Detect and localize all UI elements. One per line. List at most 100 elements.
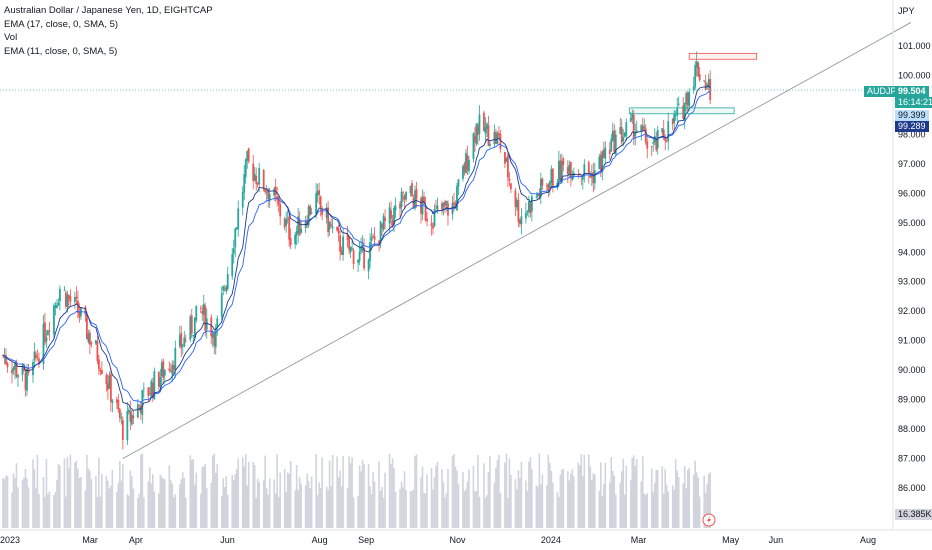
candle-body xyxy=(454,203,457,209)
volume-bar xyxy=(126,494,129,528)
volume-bar xyxy=(631,457,634,528)
y-tick-label: 90.000 xyxy=(898,365,926,375)
volume-bar xyxy=(673,489,676,528)
volume-bar xyxy=(66,457,69,528)
candle-body xyxy=(475,123,478,144)
volume-bar xyxy=(279,472,281,528)
volume-bar xyxy=(276,454,278,528)
candle-body xyxy=(508,178,511,181)
candle-body xyxy=(698,74,701,81)
volume-bar xyxy=(656,469,659,528)
candle-body xyxy=(673,114,676,123)
volume-bar xyxy=(573,476,575,528)
legend-title[interactable]: Australian Dollar / Japanese Yen, 1D, EI… xyxy=(4,5,213,16)
volume-bar xyxy=(478,496,481,528)
volume-bar xyxy=(382,497,385,528)
volume-bar xyxy=(189,455,192,528)
volume-bar xyxy=(65,496,67,528)
legend-ema17[interactable]: EMA (17, close, 0, SMA, 5) xyxy=(4,18,119,30)
candle-body xyxy=(474,135,476,142)
volume-bar xyxy=(635,458,638,528)
volume-bar xyxy=(528,461,530,528)
volume-bar xyxy=(531,469,533,528)
volume-bar xyxy=(128,495,130,528)
volume-bar xyxy=(234,474,237,528)
candle-body xyxy=(160,362,163,377)
candle-body xyxy=(286,218,289,220)
volume-bar xyxy=(325,486,328,528)
volume-bar xyxy=(372,471,374,528)
volume-bar xyxy=(5,475,7,528)
candle-body xyxy=(304,221,307,228)
volume-bar xyxy=(591,479,593,528)
candle-body xyxy=(151,382,154,397)
candle-body xyxy=(6,363,9,368)
candle-body xyxy=(581,175,584,180)
candle-body xyxy=(516,199,518,208)
candle-body xyxy=(430,223,433,226)
volume-bar xyxy=(89,471,91,528)
volume-bar xyxy=(90,479,93,528)
candle-body xyxy=(390,210,392,219)
volume-bar xyxy=(42,476,45,528)
volume-bar xyxy=(267,494,269,528)
volume-bar xyxy=(561,469,563,528)
candle-body xyxy=(433,209,436,227)
candle-body xyxy=(703,80,706,82)
volume-bar xyxy=(652,492,655,528)
volume-bar xyxy=(63,458,66,528)
volume-bar xyxy=(285,491,287,528)
candle-body xyxy=(222,286,225,291)
candle-body xyxy=(288,216,291,240)
candle-body xyxy=(632,114,635,139)
currency-label[interactable]: JPY xyxy=(898,6,915,16)
candle-body xyxy=(384,217,386,222)
candle-body xyxy=(466,155,469,170)
resistance-zone xyxy=(688,52,758,60)
volume-bar xyxy=(677,477,680,528)
candle-body xyxy=(244,159,247,178)
candle-body xyxy=(524,212,527,219)
volume-bar xyxy=(44,496,46,528)
candle-body xyxy=(295,230,298,236)
candle-body xyxy=(478,114,481,134)
volume-bar xyxy=(685,488,688,528)
y-tick-label: 96.000 xyxy=(898,188,926,198)
volume-bar xyxy=(556,492,559,528)
candle-body xyxy=(94,340,97,344)
candle-body xyxy=(33,351,36,360)
candle-body xyxy=(587,162,590,174)
candle-body xyxy=(69,296,72,302)
candle-body xyxy=(551,168,554,186)
candle-body xyxy=(48,330,51,332)
candle-body xyxy=(423,196,425,204)
legend: Australian Dollar / Japanese Yen, 1D, EI… xyxy=(4,4,213,58)
candle-body xyxy=(38,358,40,364)
candle-body xyxy=(692,86,695,91)
volume-bar xyxy=(150,483,153,528)
volume-bar xyxy=(168,465,171,528)
candle-body xyxy=(192,334,195,336)
candle-body xyxy=(662,129,665,139)
candle-body xyxy=(150,381,153,397)
volume-bar xyxy=(552,482,554,528)
candle-body xyxy=(623,132,626,137)
candle-body xyxy=(622,137,625,141)
volume-bar xyxy=(74,462,76,528)
candle-body xyxy=(306,219,309,226)
candle-body xyxy=(372,235,374,237)
volume-bar xyxy=(59,465,61,528)
candle-body xyxy=(327,207,330,233)
candle-body xyxy=(14,363,16,370)
candle-body xyxy=(655,138,658,151)
legend-vol[interactable]: Vol xyxy=(4,32,18,43)
candle-body xyxy=(126,411,129,441)
candle-body xyxy=(400,191,403,208)
legend-ema11[interactable]: EMA (11, close, 0, SMA, 5) xyxy=(4,45,118,57)
candle-body xyxy=(426,218,428,222)
candle-body xyxy=(130,414,133,425)
candle-body xyxy=(697,62,700,77)
candle-body xyxy=(199,308,202,309)
candle-body xyxy=(360,246,362,252)
